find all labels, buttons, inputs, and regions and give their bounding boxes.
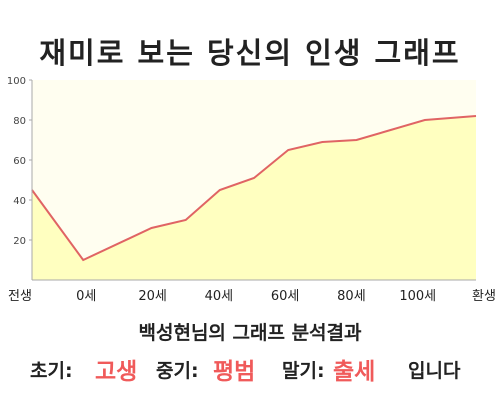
x-tick-label: 40세 xyxy=(205,289,234,304)
middle-value: 평범 xyxy=(213,359,256,385)
y-tick-label: 80 xyxy=(13,116,26,127)
y-tick-label: 40 xyxy=(13,196,26,207)
early-value: 고생 xyxy=(95,359,138,385)
x-tick-label: 100세 xyxy=(399,289,436,304)
x-tick-label: 80세 xyxy=(337,289,366,304)
x-tick-label: 환생 xyxy=(472,289,496,304)
chart-title: 재미로 보는 당신의 인생 그래프 xyxy=(39,36,461,70)
result-summary: 초기: 고생 중기: 평범 말기: 출세 입니다 xyxy=(0,348,500,388)
x-tick-label: 20세 xyxy=(138,289,167,304)
late-value: 출세 xyxy=(333,359,376,385)
early-label: 초기: xyxy=(30,360,73,382)
result-suffix: 입니다 xyxy=(408,360,461,382)
x-axis-ticks: 전생 0세 20세 40세 60세 80세 100세 환생 xyxy=(8,289,496,304)
x-tick-label: 60세 xyxy=(271,289,300,304)
series-line xyxy=(31,115,477,262)
result-heading: 백성현님의 그래프 분석결과 xyxy=(138,322,362,344)
y-tick-label: 60 xyxy=(13,156,26,167)
middle-label: 중기: xyxy=(156,360,199,382)
area-fill xyxy=(32,116,476,280)
y-tick-label: 100 xyxy=(7,76,26,87)
late-label: 말기: xyxy=(282,360,325,382)
y-tick-label: 20 xyxy=(13,236,26,247)
y-axis-ticks: 20 40 60 80 100 xyxy=(7,76,32,247)
x-tick-label: 전생 xyxy=(8,289,32,304)
x-tick-label: 0세 xyxy=(76,289,96,304)
